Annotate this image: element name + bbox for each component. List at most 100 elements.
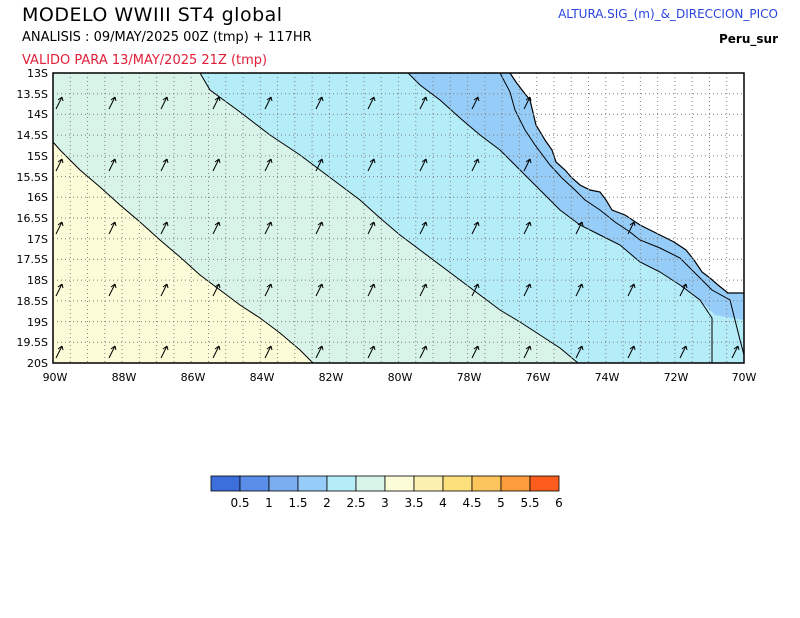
wave-direction-arrow [212,283,221,297]
wave-direction-arrow [264,345,273,359]
colorbar-label: 2.5 [346,496,365,510]
wave-direction-arrow [160,158,169,172]
lon-tick: 90W [43,371,68,384]
wave-direction-arrow [367,283,376,297]
lat-tick: 19S [27,316,48,329]
wave-direction-arrow [212,345,221,359]
wave-direction-arrow [471,283,480,297]
wave-direction-arrow [55,345,64,359]
colorbar: 0.5 1 1.5 2 2.5 3 3.5 4 4.5 5 5.5 6 [210,475,563,510]
wave-direction-arrow [264,221,273,235]
lat-tick: 16.5S [17,212,48,225]
wave-direction-arrow [264,158,273,172]
wave-direction-arrow [627,221,636,235]
contour-1.5m [499,73,744,356]
variable-label: ALTURA.SIG_(m)_&_DIRECCION_PICO [558,7,778,21]
colorbar-swatch [239,475,270,492]
wave-direction-arrow [108,158,117,172]
colorbar-label: 6 [555,496,563,510]
lat-tick: 13S [27,67,48,80]
wave-direction-arrow [55,221,64,235]
colorbar-swatch [500,475,531,492]
colorbar-label: 3.5 [404,496,423,510]
colorbar-label: 5 [497,496,505,510]
colorbar-label: 4 [439,496,447,510]
wave-direction-arrow [264,96,273,110]
colorbar-label: 1 [265,496,273,510]
wave-direction-arrow [523,96,532,110]
colorbar-swatch [268,475,299,492]
wave-direction-arrow [160,283,169,297]
map-frame [52,72,745,364]
wave-direction-arrow [419,345,428,359]
colorbar-swatch [210,475,241,492]
wave-direction-arrow [419,96,428,110]
wave-direction-arrow [315,96,324,110]
wave-direction-arrow [367,96,376,110]
wave-direction-arrow [55,283,64,297]
colorbar-label: 2 [323,496,331,510]
wave-direction-arrow [108,345,117,359]
region-label: Peru_sur [719,32,778,46]
lat-tick: 15S [27,150,48,163]
map-grid [53,73,744,363]
lat-tick: 18S [27,274,48,287]
lat-tick: 20S [27,357,48,370]
analysis-time: ANALISIS : 09/MAY/2025 00Z (tmp) + 117HR [22,30,312,45]
wave-direction-arrow [679,283,688,297]
lon-tick: 88W [112,371,137,384]
wave-direction-arrow [471,345,480,359]
wave-direction-arrow [523,283,532,297]
colorbar-swatch [297,475,328,492]
colorbar-label: 5.5 [520,496,539,510]
wave-direction-arrow [55,158,64,172]
wave-direction-arrow [315,221,324,235]
lon-tick: 78W [457,371,482,384]
colorbar-label: 4.5 [462,496,481,510]
colorbar-swatch [529,475,560,492]
wave-direction-arrow [419,221,428,235]
contour-3m [53,141,314,363]
wave-direction-arrow [160,345,169,359]
lon-tick: 84W [250,371,275,384]
wave-direction-arrow [471,158,480,172]
wave-direction-arrow [575,345,584,359]
colorbar-label: 0.5 [230,496,249,510]
wave-direction-arrow [523,345,532,359]
colorbar-swatch [326,475,357,492]
wave-direction-arrow [315,345,324,359]
coastline [509,73,744,294]
contour-2m [407,73,713,363]
colorbar-swatch [413,475,444,492]
wave-direction-arrow [627,345,636,359]
wave-direction-arrow [679,345,688,359]
lat-tick: 13.5S [17,88,48,101]
wave-direction-arrow [367,345,376,359]
lat-tick: 17.5S [17,253,48,266]
valid-time: VALIDO PARA 13/MAY/2025 21Z (tmp) [22,53,268,68]
colorbar-swatch [384,475,415,492]
colorbar-swatch [355,475,386,492]
wave-direction-arrow [108,221,117,235]
lon-tick: 72W [664,371,689,384]
wave-direction-arrows [55,96,740,359]
wave-direction-arrow [471,96,480,110]
lat-axis: 13S 13.5S 14S 14.5S 15S 15.5S 16S 16.5S … [17,67,48,370]
lat-tick: 14.5S [17,129,48,142]
wave-direction-arrow [108,96,117,110]
chart-title: MODELO WWIII ST4 global [22,4,283,26]
wave-direction-arrow [523,158,532,172]
land-area [510,73,744,293]
lon-tick: 82W [319,371,344,384]
lat-tick: 15.5S [17,171,48,184]
wave-direction-arrow [419,283,428,297]
wave-direction-arrow [315,158,324,172]
colorbar-label: 1.5 [288,496,307,510]
wave-direction-arrow [627,283,636,297]
wave-direction-arrow [367,158,376,172]
wave-direction-arrow [471,221,480,235]
wave-direction-arrow [575,283,584,297]
wave-direction-arrow [523,221,532,235]
lon-tick: 74W [595,371,620,384]
wave-direction-arrow [212,158,221,172]
